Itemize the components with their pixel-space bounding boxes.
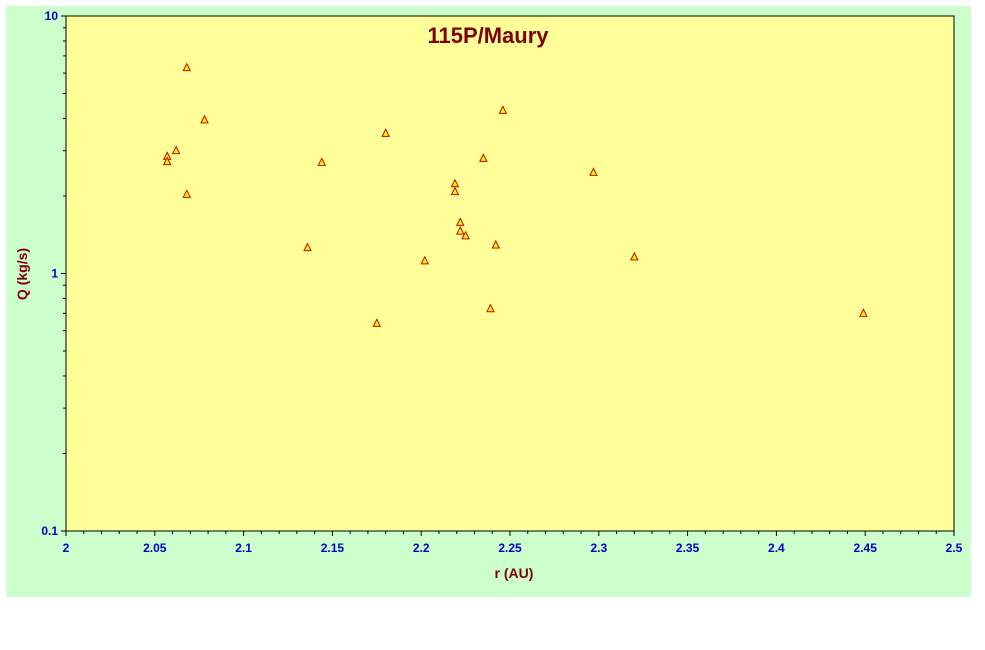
data-point <box>372 318 382 327</box>
y-axis: 0.1 1 10 <box>41 9 66 538</box>
y-tick-label: 1 <box>51 267 58 281</box>
data-point <box>859 308 868 317</box>
data-point <box>317 157 327 166</box>
x-axis-title: r (AU) <box>495 565 534 581</box>
x-tick-label: 2 <box>63 541 70 555</box>
data-point <box>200 114 209 124</box>
x-tick-label: 2.3 <box>590 541 607 555</box>
y-axis-title: Q (kg/s) <box>14 248 30 300</box>
data-point <box>182 62 192 72</box>
plot-area <box>65 15 955 532</box>
scatter-chart: 2 2.05 2.1 2.15 2.2 2.25 2.3 2.35 2.4 2.45 2.5 0.1… <box>14 9 963 581</box>
y-tick-label: 10 <box>45 9 59 23</box>
data-point <box>182 189 192 198</box>
data-point <box>630 251 639 261</box>
x-tick-label: 2.5 <box>946 541 963 555</box>
data-point <box>162 156 172 166</box>
chart-title: 115P/Maury <box>427 23 549 48</box>
data-point <box>381 128 390 137</box>
data-point <box>171 145 181 155</box>
data-point <box>420 255 430 265</box>
y-tick-label: 0.1 <box>41 524 58 538</box>
x-tick-label: 2.15 <box>321 541 345 555</box>
data-point <box>486 303 495 313</box>
x-tick-label: 2.4 <box>768 541 785 555</box>
data-point <box>455 226 465 235</box>
data-point <box>461 230 470 240</box>
data-point <box>455 217 465 226</box>
data-point <box>589 167 598 176</box>
data-point <box>479 153 488 162</box>
chart-area: 2 2.05 2.1 2.15 2.2 2.25 2.3 2.35 2.4 2.45 2.5 0.1… <box>6 6 971 597</box>
data-point <box>450 186 460 196</box>
x-tick-label: 2.1 <box>235 541 252 555</box>
x-tick-label: 2.25 <box>498 541 522 555</box>
x-tick-label: 2.2 <box>413 541 430 555</box>
data-point <box>491 239 501 249</box>
data-point <box>303 242 312 252</box>
data-point <box>498 105 508 114</box>
data-series <box>162 62 868 327</box>
x-axis: 2 2.05 2.1 2.15 2.2 2.25 2.3 2.35 2.4 2.45 2.5 <box>63 531 963 555</box>
x-tick-label: 2.05 <box>143 541 167 555</box>
x-tick-label: 2.35 <box>676 541 700 555</box>
x-tick-label: 2.45 <box>854 541 878 555</box>
